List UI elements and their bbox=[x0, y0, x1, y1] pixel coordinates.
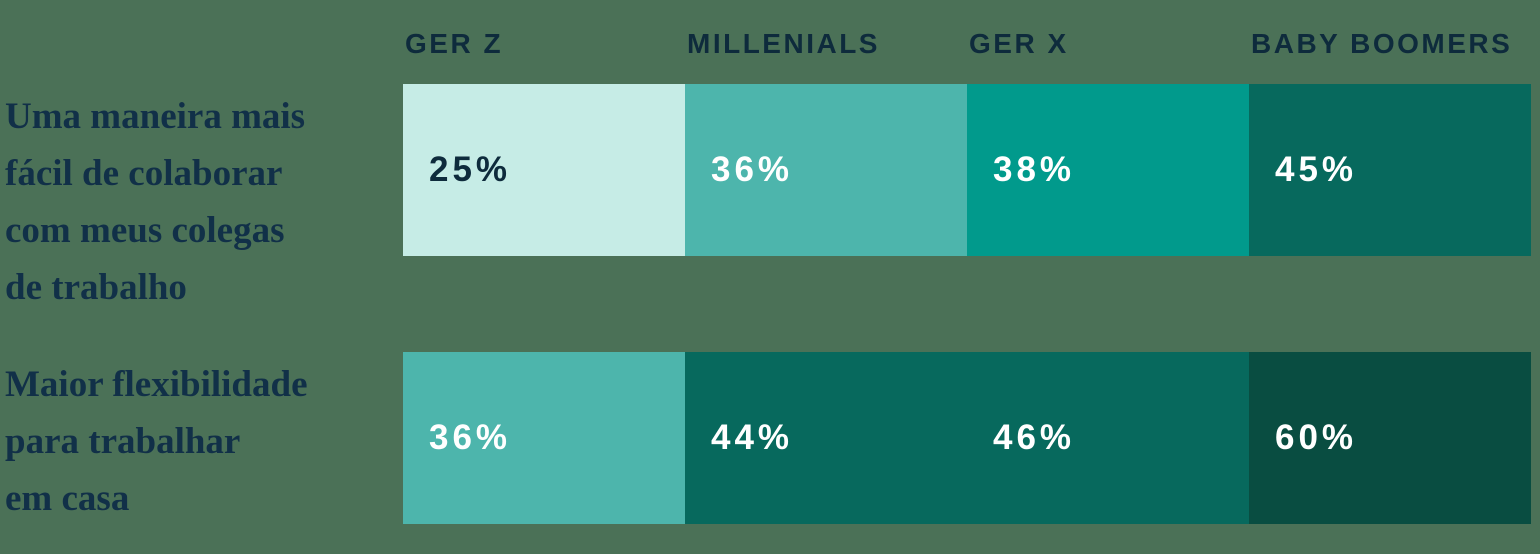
row-label-line: em casa bbox=[5, 478, 130, 519]
row-label-line: com meus colegas bbox=[5, 210, 285, 251]
row-label-line: fácil de colaborar bbox=[5, 153, 283, 194]
row-label-line: Maior flexibilidade bbox=[5, 364, 308, 405]
value-label: 38% bbox=[993, 150, 1076, 189]
column-header-millenials: MILLENIALS bbox=[687, 28, 880, 59]
value-label: 36% bbox=[711, 150, 794, 189]
row-label-line: para trabalhar bbox=[5, 421, 241, 462]
bar-cell-row2-ger-x: 46% bbox=[967, 352, 1249, 524]
column-header-baby-boomers: BABY BOOMERS bbox=[1251, 28, 1513, 59]
row-label-flexibility: Maior flexibilidade para trabalhar em ca… bbox=[0, 352, 403, 524]
value-label: 25% bbox=[429, 150, 512, 189]
value-label: 60% bbox=[1275, 418, 1358, 457]
bar-cell-row1-ger-x: 38% bbox=[967, 84, 1249, 256]
row-label-line: Uma maneira mais bbox=[5, 96, 306, 137]
row-label-collaboration: Uma maneira mais fácil de colaborar com … bbox=[0, 84, 403, 308]
bar-cell-row2-baby-boomers: 60% bbox=[1249, 352, 1531, 524]
column-header-ger-z: GER Z bbox=[405, 28, 504, 59]
bar-cell-row2-ger-z: 36% bbox=[403, 352, 685, 524]
bar-cell-row1-baby-boomers: 45% bbox=[1249, 84, 1531, 256]
value-label: 44% bbox=[711, 418, 794, 457]
value-label: 36% bbox=[429, 418, 512, 457]
bar-cell-row1-ger-z: 25% bbox=[403, 84, 685, 256]
column-header-ger-x: GER X bbox=[969, 28, 1069, 59]
value-label: 46% bbox=[993, 418, 1076, 457]
row-label-line: de trabalho bbox=[5, 267, 187, 308]
value-label: 45% bbox=[1275, 150, 1358, 189]
bar-cell-row1-millenials: 36% bbox=[685, 84, 967, 256]
bar-cell-row2-millenials: 44% bbox=[685, 352, 967, 524]
